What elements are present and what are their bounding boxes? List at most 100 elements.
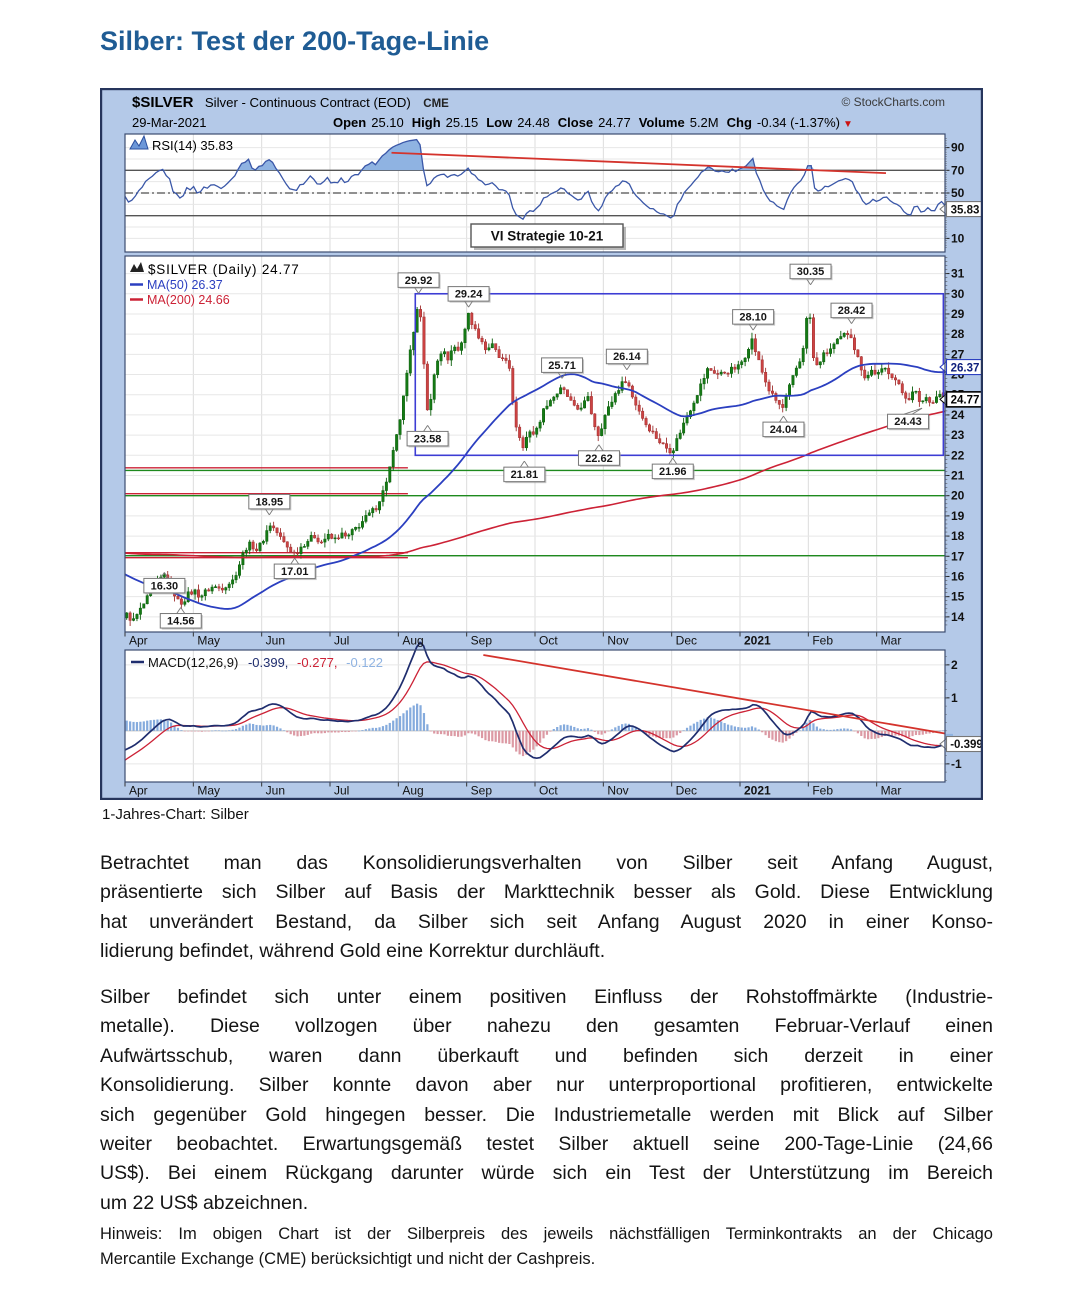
candle-body	[378, 501, 381, 511]
annotation-box	[447, 286, 490, 302]
candle-body	[374, 508, 378, 511]
macd-histogram-bar	[603, 730, 607, 734]
axis-tick-label: -1	[951, 757, 962, 771]
candle-body	[757, 351, 761, 361]
annotation-value: 26.14	[613, 351, 641, 363]
consolidation-box	[414, 292, 945, 457]
candle-body	[340, 532, 344, 539]
candle-body	[405, 372, 409, 397]
macd-histogram-bar	[535, 730, 538, 747]
candle-body	[572, 400, 576, 406]
macd-histogram-bar	[928, 730, 931, 734]
ma200-line	[124, 410, 946, 559]
candle-body	[299, 546, 303, 554]
candle-body	[357, 527, 361, 529]
month-label: Nov	[607, 784, 628, 798]
candle-body	[607, 406, 610, 416]
macd-histogram-bar	[631, 725, 634, 731]
candle-body	[326, 533, 330, 540]
macd-histogram-bar	[679, 730, 682, 734]
macd-histogram-bar	[521, 730, 525, 757]
candle-body	[248, 541, 252, 551]
candle-body	[648, 424, 651, 432]
macd-histogram-bar	[829, 729, 832, 731]
macd-histogram-bar	[323, 730, 326, 734]
candle-body	[542, 408, 545, 423]
candle-body	[829, 348, 832, 354]
macd-histogram-bar	[908, 730, 911, 738]
macd-histogram-bar	[320, 730, 323, 734]
macd-histogram-bar	[286, 730, 289, 733]
candle-body	[548, 400, 552, 407]
candle-body	[859, 356, 863, 371]
macd-histogram-bar	[798, 730, 801, 731]
candle-body	[576, 405, 580, 410]
candle-body	[801, 348, 805, 363]
macd-histogram-bar	[658, 730, 661, 739]
candle-body	[190, 591, 194, 595]
macd-histogram-bar	[272, 725, 275, 731]
axis-marker-value: 26.37	[951, 362, 980, 374]
candle-body	[186, 591, 190, 602]
text-line: weiter beobachtet. Erwartungsgemäß teste…	[100, 1133, 993, 1156]
candle-body	[709, 368, 713, 371]
annotation-box	[651, 463, 694, 480]
macd-histogram-bar	[197, 730, 200, 732]
candle-body	[730, 366, 733, 374]
annotation-value: 28.10	[739, 312, 767, 324]
annotation-pointer	[594, 444, 600, 452]
macd-histogram-bar	[395, 718, 398, 731]
macd-histogram-bar	[805, 722, 808, 731]
macd-histogram-bar	[392, 720, 395, 731]
macd-histogram-bar	[265, 725, 268, 731]
macd-histogram-bar	[525, 730, 528, 755]
candle-body	[644, 418, 648, 426]
candle-body	[484, 341, 487, 351]
text-line: um 22 US$ abzeichnen.	[100, 1191, 309, 1214]
candle-body	[719, 371, 723, 375]
candle-body	[777, 400, 781, 405]
annotation-box	[541, 357, 584, 373]
macd-histogram-bar	[696, 721, 699, 731]
macd-histogram-bar	[559, 725, 562, 731]
macd-histogram-bar	[477, 730, 480, 737]
candle-body	[917, 391, 921, 402]
axis-tick-label: 28	[951, 327, 965, 341]
symbol-label: $SILVER	[132, 94, 194, 111]
macd-histogram-bar	[248, 723, 251, 731]
candle-body	[753, 338, 757, 353]
macd-histogram-bar	[480, 730, 484, 739]
candle-body	[555, 393, 559, 398]
axis-tick-label: 10	[951, 231, 965, 245]
month-label: Sep	[471, 784, 493, 798]
macd-histogram-bar	[139, 721, 142, 731]
stat: Chg	[727, 115, 752, 130]
month-label: May	[197, 784, 220, 798]
macd-histogram-bar	[750, 726, 754, 731]
macd-histogram-bar	[600, 730, 603, 735]
macd-hist-value: -0.122	[346, 655, 383, 670]
chart-labels: $SILVER Silver - Continuous Contract (EO…	[129, 94, 945, 670]
candle-body	[231, 579, 235, 585]
candle-body	[337, 537, 340, 540]
macd-histogram-bar	[375, 727, 378, 731]
macd-signal-line	[124, 661, 946, 761]
macd-histogram-bar	[781, 730, 784, 743]
macd-histogram-bar	[610, 729, 613, 731]
macd-histogram-bar	[296, 730, 299, 737]
candle-body	[784, 395, 788, 408]
annotation-box	[732, 309, 775, 325]
annotation-pointer	[180, 607, 186, 614]
macd-histogram-bar	[132, 721, 135, 731]
macd-histogram-bar	[904, 730, 907, 738]
candle-body	[296, 552, 299, 555]
candle-body	[132, 618, 135, 621]
macd-histogram-bar	[754, 727, 757, 731]
text-line: Silber befindet sich unter einem positiv…	[100, 986, 993, 1008]
macd-histogram-bar	[187, 730, 190, 732]
macd-histogram-bar	[439, 730, 443, 735]
annotation-box	[605, 348, 648, 365]
text-line: Hinweis: Im obigen Chart ist der Silberp…	[100, 1225, 993, 1243]
candle-body	[637, 404, 641, 412]
macd-histogram-bar	[457, 730, 460, 737]
